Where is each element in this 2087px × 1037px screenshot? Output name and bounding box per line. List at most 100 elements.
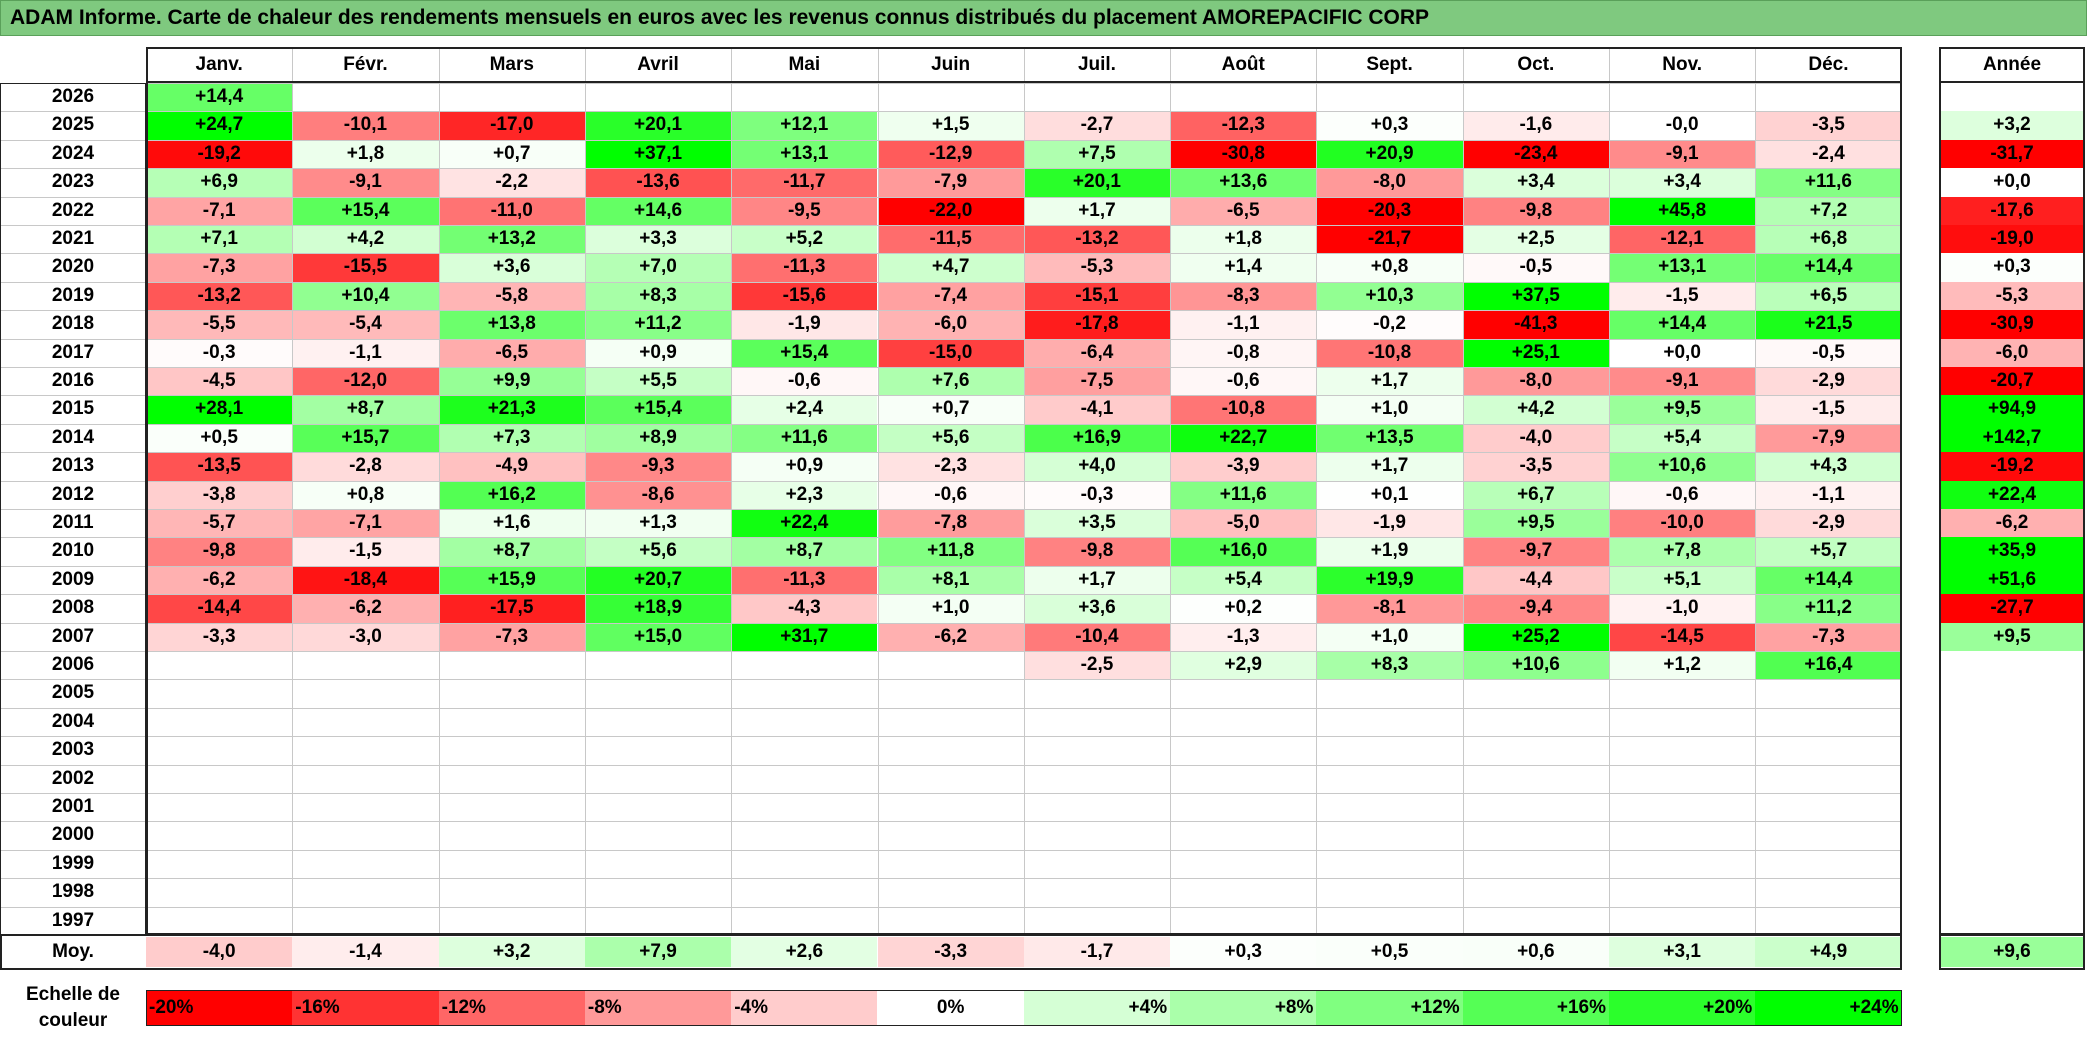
heatmap-cell: +14,4: [1755, 565, 1902, 595]
annual-cell: -31,7: [1939, 139, 2085, 169]
row-divider: [0, 83, 1902, 84]
heatmap-cell: +3,3: [584, 225, 732, 254]
heatmap-cell: -7,3: [438, 622, 585, 651]
heatmap-cell: -1,1: [1755, 480, 1902, 509]
heatmap-cell: -6,4: [1023, 338, 1171, 367]
avg-cell: -1,7: [1023, 937, 1171, 967]
year-label: 2000: [51, 824, 95, 846]
heatmap-cell: +0,8: [1316, 253, 1463, 282]
avg-cell: +0,6: [1462, 937, 1609, 967]
month-header: Août: [1221, 54, 1265, 75]
row-divider: [0, 253, 1902, 255]
column-divider: [292, 47, 294, 935]
chart-title: ADAM Informe. Carte de chaleur des rende…: [0, 0, 2087, 36]
year-label: 2003: [51, 739, 95, 761]
heatmap-cell: +1,7: [1316, 452, 1463, 481]
heatmap-cell: +0,7: [438, 139, 585, 169]
heatmap-cell: +1,4: [1170, 253, 1317, 282]
annual-cell: +22,4: [1939, 480, 2085, 509]
heatmap-cell: +7,8: [1609, 537, 1756, 566]
heatmap-cell: -22,0: [877, 196, 1024, 225]
heatmap-cell: +11,2: [1755, 594, 1902, 623]
heatmap-cell: +8,1: [877, 565, 1024, 595]
heatmap-cell: +2,3: [731, 480, 878, 509]
heatmap-cell: +21,3: [438, 395, 585, 424]
heatmap-cell: +16,9: [1023, 423, 1171, 453]
year-label: 2002: [51, 767, 95, 789]
year-label: 1998: [51, 881, 95, 903]
heatmap-cell: -5,5: [146, 310, 293, 339]
heatmap-cell: -2,9: [1755, 509, 1902, 538]
avg-cell: -4,0: [146, 937, 293, 967]
heatmap-cell: -21,7: [1316, 225, 1463, 254]
heatmap-cell: +10,4: [292, 281, 439, 311]
annual-cell: -19,2: [1939, 452, 2085, 481]
heatmap-cell: +8,3: [584, 281, 732, 311]
heatmap-cell: -11,5: [877, 225, 1024, 254]
heatmap-cell: -7,9: [877, 168, 1024, 197]
heatmap-cell: +9,5: [1609, 395, 1756, 424]
heatmap-cell: +11,2: [584, 310, 732, 339]
heatmap-cell: +15,7: [292, 423, 439, 453]
row-divider: [0, 480, 1902, 482]
color-scale-swatch: +4%: [1023, 990, 1171, 1026]
heatmap-cell: +37,1: [584, 139, 732, 169]
heatmap-cell: -19,2: [146, 139, 293, 169]
heatmap-cell: -20,3: [1316, 196, 1463, 225]
heatmap-cell: +10,6: [1609, 452, 1756, 481]
heatmap-cell: -2,8: [292, 452, 439, 481]
year-label: 2021: [51, 228, 95, 249]
color-scale-label-line2: couleur: [38, 1010, 108, 1031]
heatmap-cell: -1,3: [1170, 622, 1317, 651]
heatmap-cell: -1,1: [1170, 310, 1317, 339]
row-divider: [0, 281, 1902, 283]
row-divider: [0, 111, 1902, 113]
month-header: Sept.: [1366, 54, 1413, 75]
heatmap-cell: -12,3: [1170, 111, 1317, 140]
heatmap-cell: +16,0: [1170, 537, 1317, 566]
heatmap-cell: +18,9: [584, 594, 732, 623]
heatmap-cell: -12,1: [1609, 225, 1756, 254]
annual-cell: +0,0: [1939, 168, 2085, 197]
heatmap-cell: +31,7: [731, 622, 878, 651]
heatmap-cell: -18,4: [292, 565, 439, 595]
row-divider: [0, 225, 1902, 226]
heatmap-cell: -6,2: [877, 622, 1024, 651]
avg-cell: +0,3: [1170, 937, 1317, 967]
color-scale-swatch: -12%: [438, 990, 585, 1026]
month-header: Mai: [788, 54, 821, 75]
year-label: 2010: [51, 540, 95, 562]
heatmap-cell: +7,3: [438, 423, 585, 453]
row-divider: [0, 395, 1902, 397]
heatmap-cell: -10,8: [1170, 395, 1317, 424]
heatmap-cell: -0,0: [1609, 111, 1756, 140]
year-label: 2024: [51, 142, 95, 164]
year-label: 2008: [51, 597, 95, 619]
heatmap-cell: +19,9: [1316, 565, 1463, 595]
heatmap-cell: -8,1: [1316, 594, 1463, 623]
row-divider: [0, 906, 1902, 908]
heatmap-cell: +5,6: [877, 423, 1024, 453]
heatmap-cell: -6,2: [292, 594, 439, 623]
heatmap-cell: -9,4: [1462, 594, 1609, 623]
heatmap-cell: -0,2: [1316, 310, 1463, 339]
heatmap-cell: +0,5: [146, 423, 293, 453]
month-header: Févr.: [343, 54, 388, 75]
heatmap-cell: -13,5: [146, 452, 293, 481]
heatmap-cell: +8,7: [438, 537, 585, 566]
heatmap-cell: -7,4: [877, 281, 1024, 311]
heatmap-cell: -17,0: [438, 111, 585, 140]
heatmap-cell: -5,4: [292, 310, 439, 339]
heatmap-cell: -4,0: [1462, 423, 1609, 453]
heatmap-cell: +10,3: [1316, 281, 1463, 311]
heatmap-cell: +1,7: [1023, 565, 1171, 595]
row-divider: [0, 764, 1902, 766]
heatmap-cell: +1,2: [1609, 651, 1756, 680]
row-divider: [0, 622, 1902, 624]
heatmap-cell: -3,9: [1170, 452, 1317, 481]
heatmap-cell: -0,3: [146, 338, 293, 367]
year-label: 2013: [51, 455, 95, 477]
color-scale-swatch: -8%: [584, 990, 732, 1026]
year-label: 2007: [51, 625, 95, 647]
heatmap-cell: -6,5: [438, 338, 585, 367]
